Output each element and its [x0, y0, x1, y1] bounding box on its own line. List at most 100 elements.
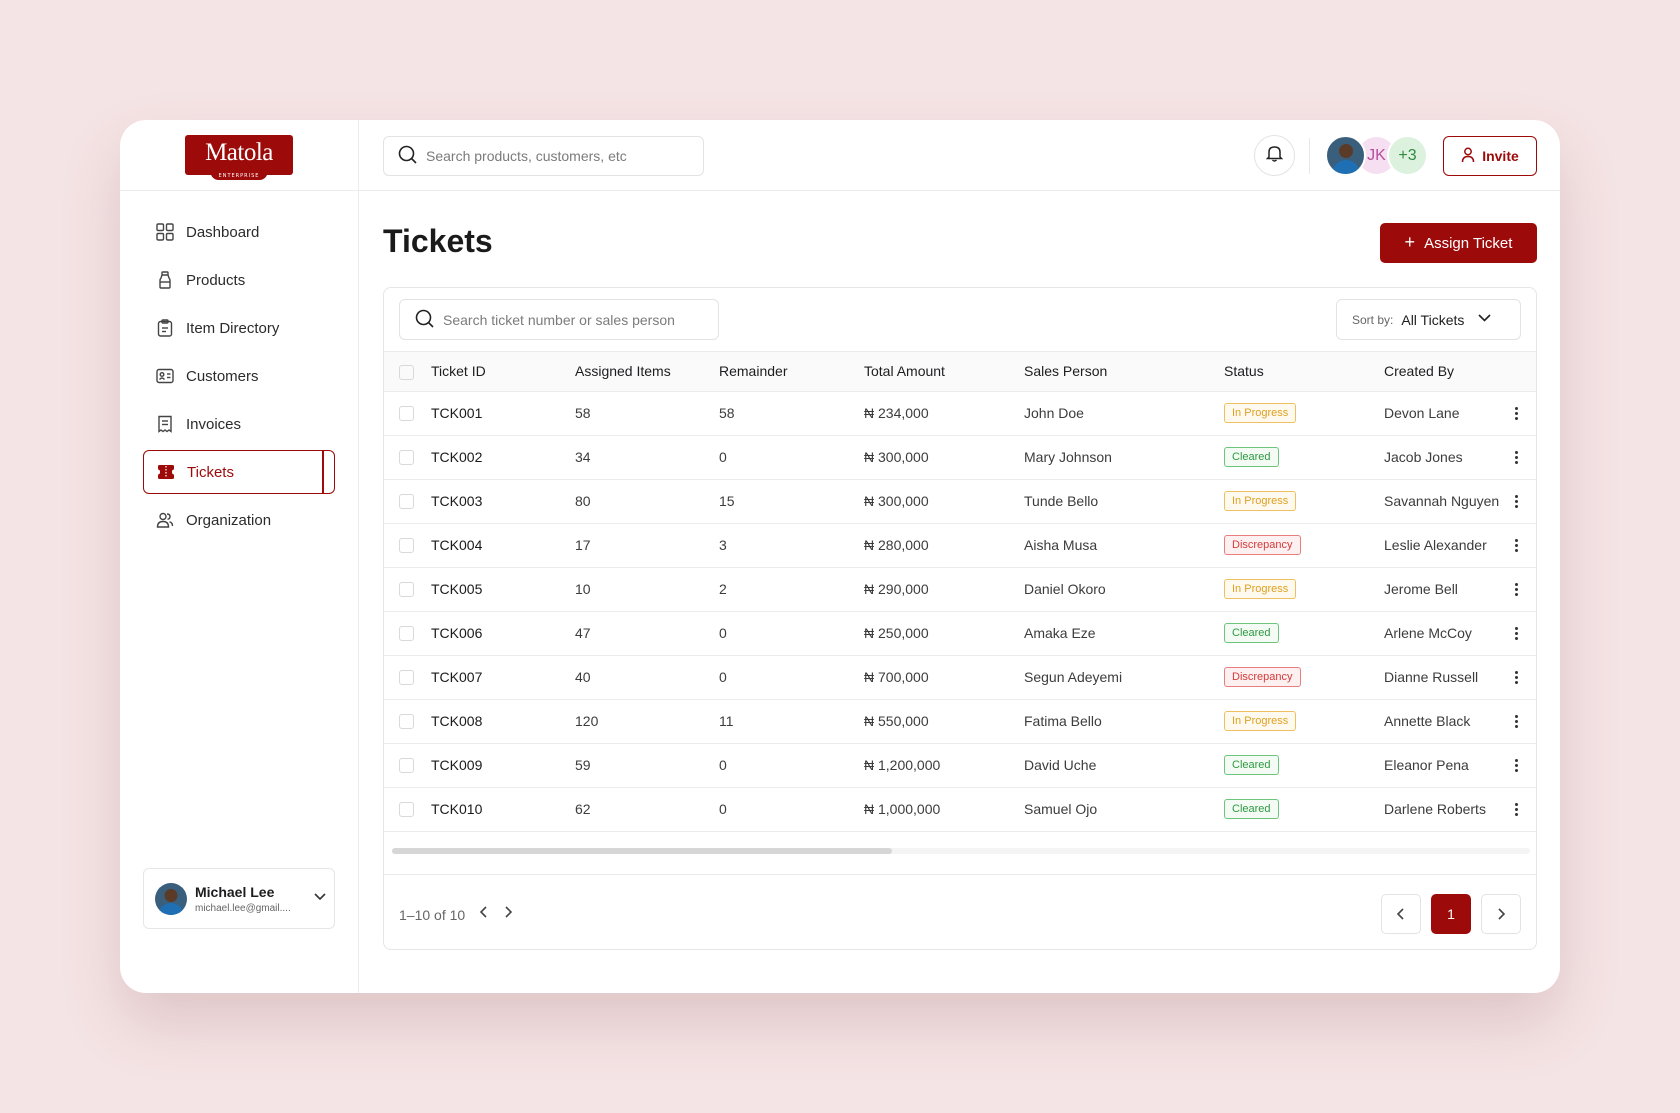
- invite-button[interactable]: Invite: [1443, 136, 1537, 176]
- row-checkbox[interactable]: [399, 714, 414, 730]
- status-badge: Cleared: [1224, 799, 1279, 819]
- team-avatars[interactable]: JK +3: [1325, 135, 1428, 176]
- row-checkbox[interactable]: [399, 758, 414, 774]
- table-row[interactable]: TCK002 34 0 ₦ 300,000 Mary Johnson Cleared Jac…: [384, 435, 1536, 480]
- row-checkbox[interactable]: [399, 450, 414, 466]
- more-vertical-icon[interactable]: [1508, 757, 1524, 773]
- table-row[interactable]: TCK009 59 0 ₦ 1,200,000 David Uche Cleared Ele…: [384, 743, 1536, 788]
- row-checkbox[interactable]: [399, 494, 414, 510]
- more-vertical-icon[interactable]: [1508, 449, 1524, 465]
- more-vertical-icon[interactable]: [1508, 625, 1524, 641]
- more-vertical-icon[interactable]: [1508, 801, 1524, 817]
- table-row[interactable]: TCK005 10 2 ₦ 290,000 Daniel Okoro In Progres…: [384, 567, 1536, 612]
- created-by: Eleanor Pena: [1384, 743, 1508, 788]
- remainder: 11: [719, 699, 864, 744]
- ticket-id[interactable]: TCK003: [431, 479, 575, 524]
- next-page-button[interactable]: [1481, 894, 1521, 934]
- column-header[interactable]: Status: [1224, 352, 1384, 392]
- select-all-checkbox[interactable]: [399, 364, 414, 380]
- column-header[interactable]: Ticket ID: [431, 352, 575, 392]
- table-row[interactable]: TCK008 120 11 ₦ 550,000 Fatima Bello In Progr…: [384, 699, 1536, 744]
- sidebar-item-customers[interactable]: Customers: [143, 354, 335, 398]
- column-header[interactable]: Total Amount: [864, 352, 1024, 392]
- ticket-id[interactable]: TCK008: [431, 699, 575, 744]
- table-row[interactable]: TCK003 80 15 ₦ 300,000 Tunde Bello In Progres…: [384, 479, 1536, 524]
- scrollbar-thumb[interactable]: [392, 848, 892, 854]
- more-vertical-icon[interactable]: [1508, 581, 1524, 597]
- global-search-input[interactable]: Search products, customers, etc: [383, 136, 704, 176]
- avatar: [155, 882, 187, 915]
- created-by: Arlene McCoy: [1384, 611, 1508, 656]
- ticket-icon: [156, 462, 176, 482]
- notification-bell-button[interactable]: [1254, 135, 1295, 176]
- ticket-id[interactable]: TCK001: [431, 391, 575, 436]
- ticket-id[interactable]: TCK002: [431, 435, 575, 480]
- sidebar-item-tickets[interactable]: Tickets: [143, 450, 335, 494]
- sidebar-item-item-directory[interactable]: Item Directory: [143, 306, 335, 350]
- chevron-right-icon[interactable]: [503, 905, 513, 924]
- status-badge: In Progress: [1224, 403, 1297, 423]
- table-row[interactable]: TCK001 58 58 ₦ 234,000 John Doe In Progress De…: [384, 391, 1536, 436]
- app-window: Matola ENTERPRISE Dashboard Products: [120, 120, 1560, 993]
- avatar-more-count[interactable]: +3: [1387, 135, 1428, 176]
- logo-area: Matola ENTERPRISE: [120, 120, 358, 191]
- user-email: michael.lee@gmail....: [195, 902, 291, 914]
- ticket-id[interactable]: TCK004: [431, 523, 575, 568]
- assigned-items: 17: [575, 523, 719, 568]
- column-header[interactable]: Sales Person: [1024, 352, 1224, 392]
- tickets-toolbar: Search ticket number or sales person Sor…: [384, 288, 1536, 352]
- ticket-id[interactable]: TCK010: [431, 787, 575, 832]
- sidebar-item-dashboard[interactable]: Dashboard: [143, 210, 335, 254]
- more-vertical-icon[interactable]: [1508, 669, 1524, 685]
- plus-icon: +: [1404, 231, 1416, 252]
- ticket-id[interactable]: TCK005: [431, 567, 575, 612]
- column-header[interactable]: Created By: [1384, 352, 1508, 392]
- row-checkbox[interactable]: [399, 406, 414, 422]
- column-header[interactable]: Assigned Items: [575, 352, 719, 392]
- row-checkbox[interactable]: [399, 802, 414, 818]
- table-row[interactable]: TCK004 17 3 ₦ 280,000 Aisha Musa Discrepancy L…: [384, 523, 1536, 568]
- brand-logo[interactable]: Matola ENTERPRISE: [185, 135, 293, 180]
- ticket-id[interactable]: TCK007: [431, 655, 575, 700]
- chevron-left-icon[interactable]: [479, 905, 489, 924]
- user-name: Michael Lee: [195, 883, 275, 900]
- created-by: Leslie Alexander: [1384, 523, 1508, 568]
- sales-person: David Uche: [1024, 743, 1224, 788]
- search-placeholder: Search products, customers, etc: [426, 148, 627, 164]
- remainder: 2: [719, 567, 864, 612]
- sort-dropdown[interactable]: Sort by: All Tickets: [1336, 299, 1521, 340]
- horizontal-scrollbar[interactable]: [392, 848, 1530, 854]
- status-badge: Cleared: [1224, 755, 1279, 775]
- sidebar-item-invoices[interactable]: Invoices: [143, 402, 335, 446]
- sidebar-item-products[interactable]: Products: [143, 258, 335, 302]
- previous-page-button[interactable]: [1381, 894, 1421, 934]
- column-header[interactable]: Remainder: [719, 352, 864, 392]
- row-checkbox[interactable]: [399, 670, 414, 686]
- table-row[interactable]: TCK007 40 0 ₦ 700,000 Segun Adeyemi Discrepan…: [384, 655, 1536, 700]
- row-checkbox[interactable]: [399, 582, 414, 598]
- more-vertical-icon[interactable]: [1508, 537, 1524, 553]
- more-vertical-icon[interactable]: [1508, 713, 1524, 729]
- assign-ticket-button[interactable]: + Assign Ticket: [1380, 223, 1537, 263]
- sidebar-item-organization[interactable]: Organization: [143, 498, 335, 542]
- assigned-items: 58: [575, 391, 719, 436]
- ticket-search-input[interactable]: Search ticket number or sales person: [399, 299, 719, 340]
- row-checkbox[interactable]: [399, 538, 414, 554]
- sort-value: All Tickets: [1401, 311, 1465, 328]
- avatar[interactable]: [1325, 135, 1366, 176]
- table-row[interactable]: TCK010 62 0 ₦ 1,000,000 Samuel Ojo Cleared Dar…: [384, 787, 1536, 832]
- chevron-down-icon[interactable]: [313, 889, 327, 908]
- brand-name: Matola: [205, 139, 273, 166]
- row-checkbox[interactable]: [399, 626, 414, 642]
- more-vertical-icon[interactable]: [1508, 493, 1524, 509]
- remainder: 58: [719, 391, 864, 436]
- more-vertical-icon[interactable]: [1508, 405, 1524, 421]
- pager: 1: [1371, 894, 1521, 934]
- users-icon: [155, 510, 175, 530]
- page-button-current[interactable]: 1: [1431, 894, 1471, 934]
- user-profile-card[interactable]: Michael Lee michael.lee@gmail....: [143, 868, 335, 929]
- ticket-id[interactable]: TCK006: [431, 611, 575, 656]
- table-row[interactable]: TCK006 47 0 ₦ 250,000 Amaka Eze Cleared Arlene…: [384, 611, 1536, 656]
- ticket-id[interactable]: TCK009: [431, 743, 575, 788]
- total-amount: ₦ 1,000,000: [864, 787, 1024, 832]
